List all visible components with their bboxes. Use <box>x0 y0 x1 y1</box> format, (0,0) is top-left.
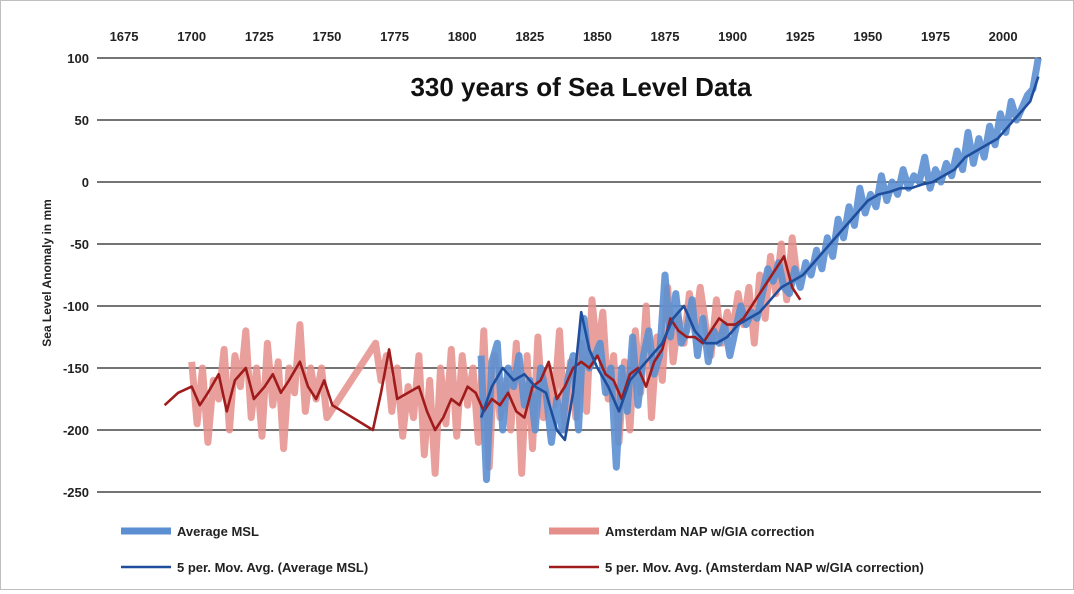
x-tick-label: 1950 <box>853 29 882 44</box>
series-line-0 <box>477 57 1042 484</box>
x-tick-label: 1800 <box>448 29 477 44</box>
x-tick-label: 1775 <box>380 29 409 44</box>
y-tick-label: -100 <box>63 299 89 314</box>
y-tick-label: 50 <box>75 113 89 128</box>
grid-lines <box>97 57 1041 493</box>
series-line-2 <box>479 76 1040 442</box>
x-axis-ticks: 1675 1700 1725 1750 1775 1800 1825 1850 1875 1900… <box>110 29 1018 44</box>
x-tick-label: 1875 <box>651 29 680 44</box>
x-tick-label: 1925 <box>786 29 815 44</box>
y-axis-label: Sea Level Anomaly in mm <box>40 199 54 347</box>
legend-label: 5 per. Mov. Avg. (Amsterdam NAP w/GIA co… <box>605 560 924 575</box>
y-tick-label: 0 <box>82 175 89 190</box>
y-tick-label: -150 <box>63 361 89 376</box>
x-tick-label: 1825 <box>515 29 544 44</box>
chart-title: 330 years of Sea Level Data <box>410 72 752 102</box>
y-tick-label: 100 <box>67 51 89 66</box>
legend-label: 5 per. Mov. Avg. (Average MSL) <box>177 560 368 575</box>
x-tick-label: 1900 <box>718 29 747 44</box>
x-tick-label: 2000 <box>989 29 1018 44</box>
x-tick-label: 1725 <box>245 29 274 44</box>
x-tick-label: 1675 <box>110 29 139 44</box>
y-tick-label: -50 <box>70 237 89 252</box>
x-tick-label: 1850 <box>583 29 612 44</box>
series-lines <box>163 57 1042 484</box>
y-tick-label: -200 <box>63 423 89 438</box>
legend-label: Average MSL <box>177 524 259 539</box>
series-line-1 <box>188 234 802 477</box>
x-tick-label: 1750 <box>312 29 341 44</box>
x-tick-label: 1700 <box>177 29 206 44</box>
x-tick-label: 1975 <box>921 29 950 44</box>
legend-label: Amsterdam NAP w/GIA correction <box>605 524 815 539</box>
y-tick-label: -250 <box>63 485 89 500</box>
legend: Average MSL Amsterdam NAP w/GIA correctio… <box>121 524 924 575</box>
y-axis-ticks: 100 50 0 -50 -100 -150 -200 -250 <box>63 51 89 500</box>
